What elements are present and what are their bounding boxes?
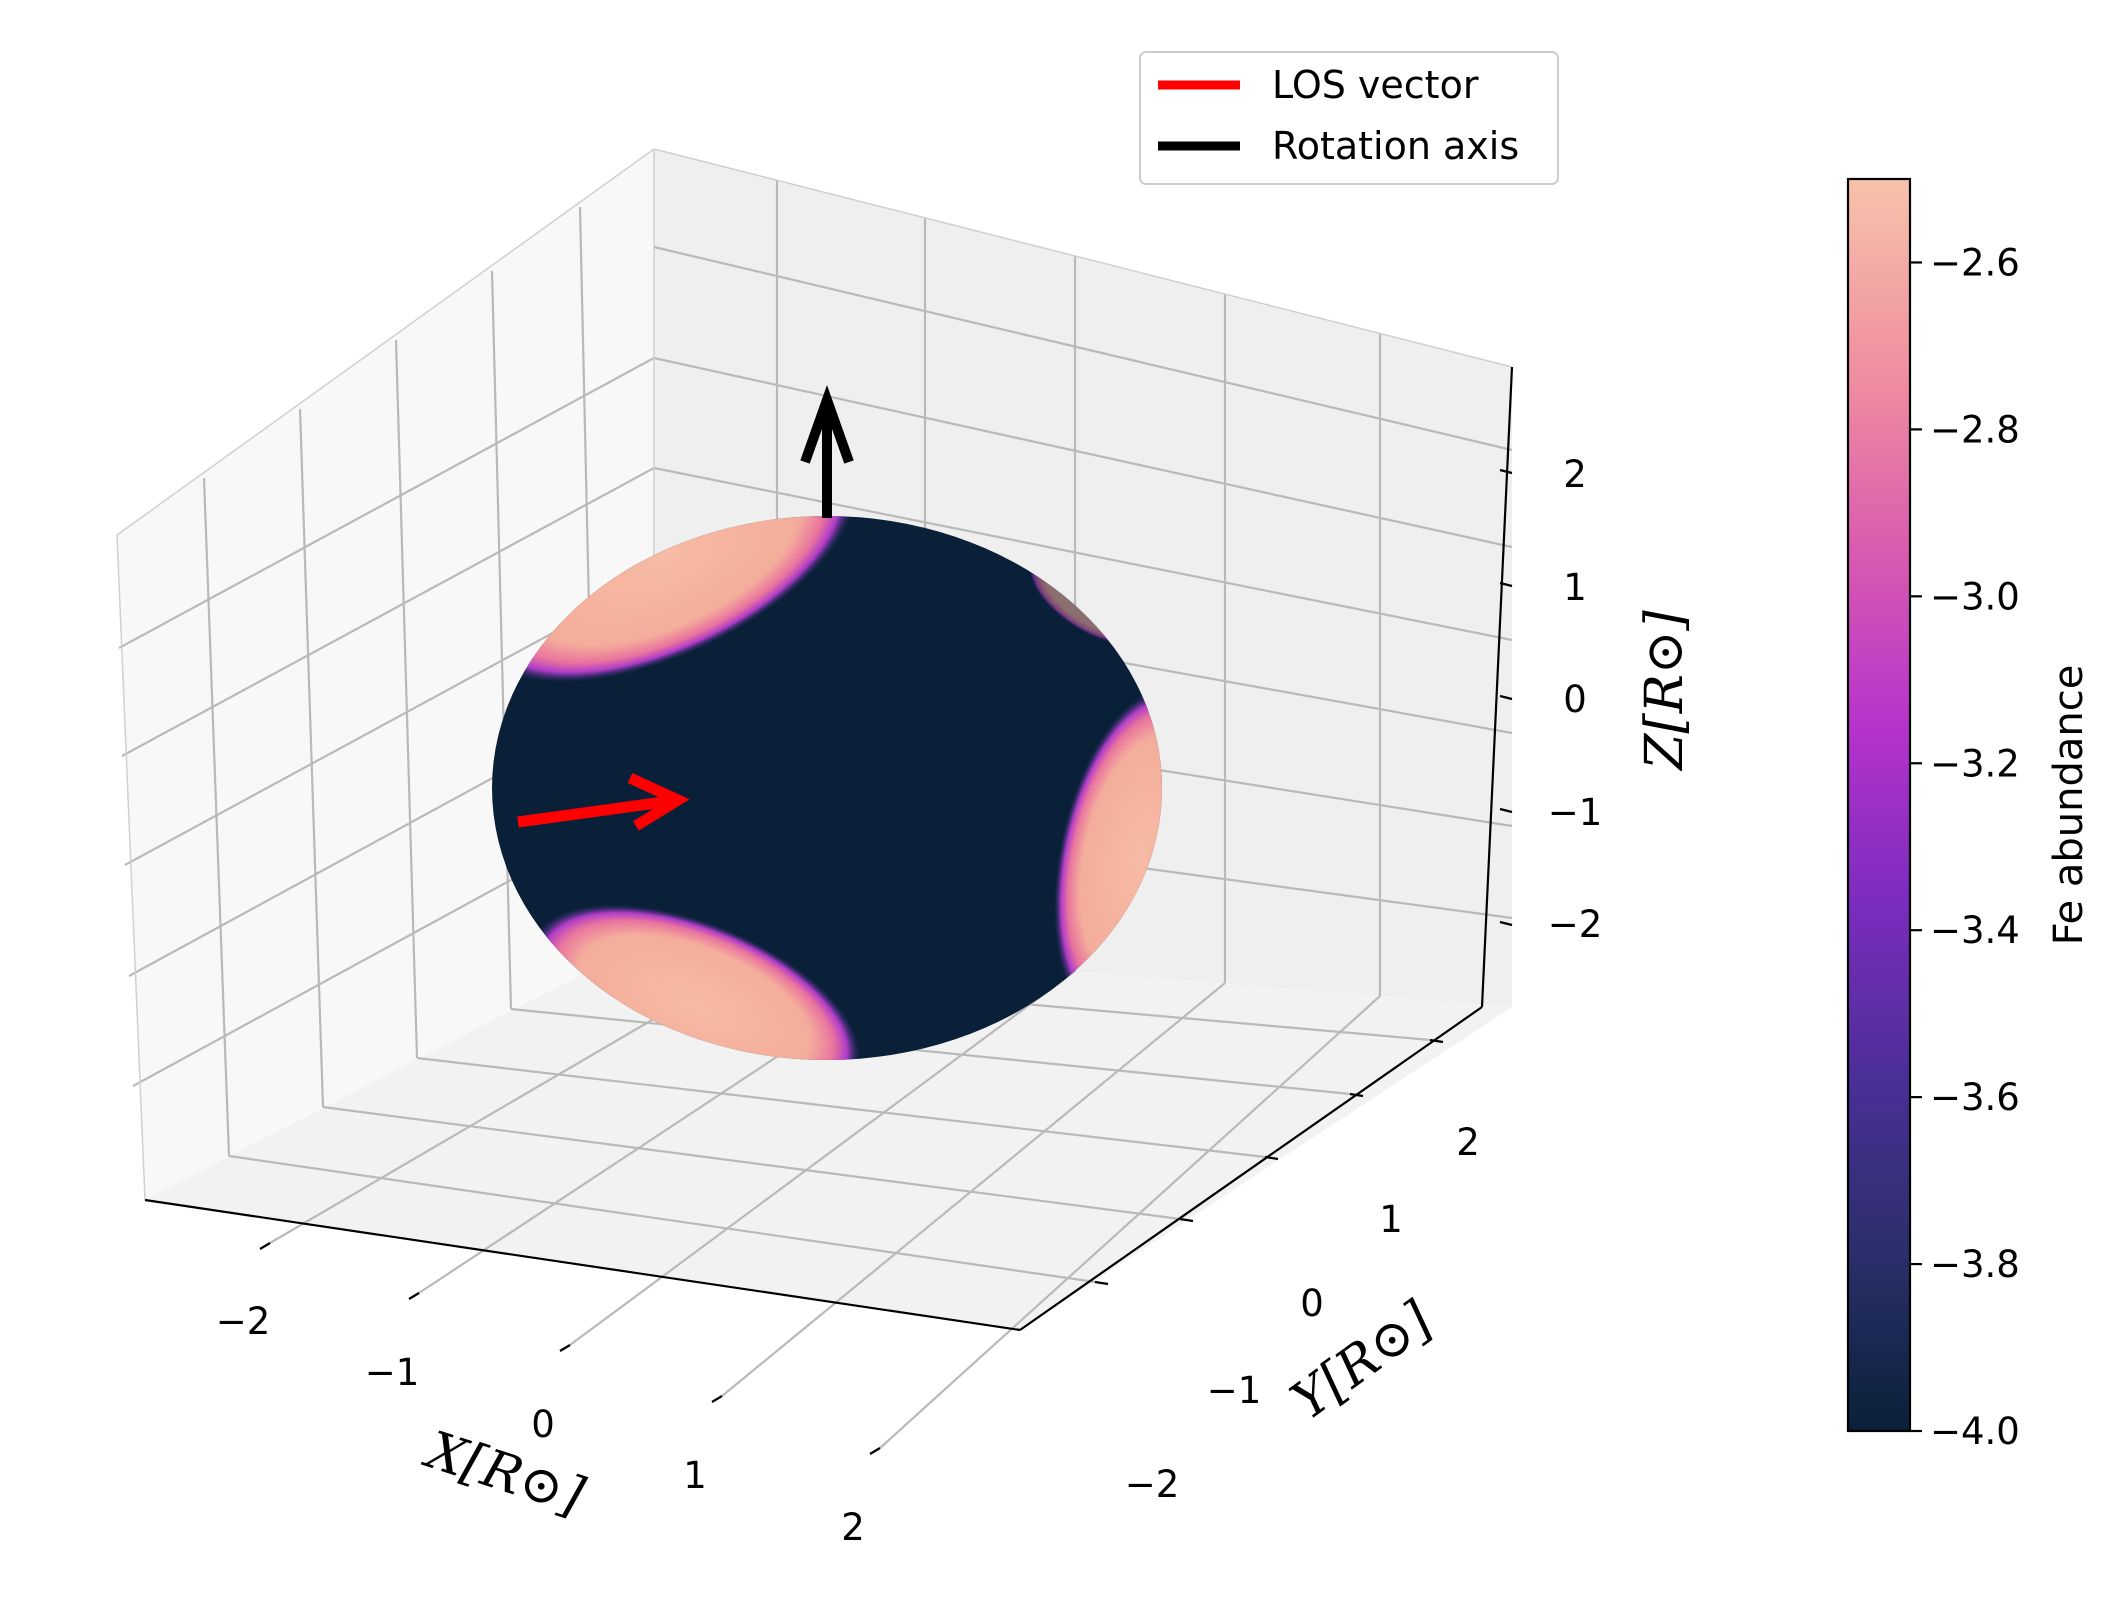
spot-lower-left bbox=[529, 904, 861, 1060]
x-tick-label: −2 bbox=[216, 1300, 271, 1343]
x-tick-label: 2 bbox=[841, 1506, 865, 1549]
colorbar-tick-label: −3.0 bbox=[1930, 575, 2020, 618]
colorbar: −4.0 −3.8 −3.6 −3.4 −3.2 −3.0 −2.8 −2.6 Fe abun… bbox=[1846, 177, 2092, 1453]
z-axis-spine bbox=[1480, 366, 1514, 1008]
colorbar-gradient bbox=[1846, 177, 1912, 1433]
colorbar-ticks: −4.0 −3.8 −3.6 −3.4 −3.2 −3.0 −2.8 −2.6 bbox=[1910, 241, 2020, 1453]
z-tick-label: 0 bbox=[1563, 678, 1587, 721]
y-tick-label: −2 bbox=[1125, 1463, 1180, 1506]
colorbar-tick-label: −2.8 bbox=[1930, 408, 2020, 451]
z-axis-label: Z[R⊙] bbox=[1635, 610, 1695, 772]
y-tick-label: 0 bbox=[1300, 1282, 1324, 1325]
los-vector-arrow bbox=[517, 773, 690, 831]
colorbar-label: Fe abundance bbox=[2046, 665, 2092, 946]
legend: LOS vector Rotation axis bbox=[1139, 51, 1559, 185]
x-axis-label: X[R⊙] bbox=[416, 1419, 591, 1527]
left-pane bbox=[117, 149, 654, 1200]
colorbar-tick-label: −3.6 bbox=[1930, 1076, 2020, 1119]
z-tick-labels: −2 −1 0 1 2 bbox=[1548, 453, 1603, 946]
colorbar-tick-label: −2.6 bbox=[1930, 241, 2020, 284]
x-axis-spine bbox=[144, 1198, 1021, 1332]
z-tick-label: −1 bbox=[1548, 791, 1603, 834]
colorbar-tick-label: −3.8 bbox=[1930, 1243, 2020, 1286]
x-tick-label: −1 bbox=[365, 1351, 420, 1394]
colorbar-tick-label: −3.4 bbox=[1930, 909, 2020, 952]
x-tick-labels: −2 −1 0 1 2 bbox=[216, 1300, 865, 1549]
tick-marks bbox=[259, 468, 1513, 1455]
pane-edges bbox=[116, 148, 1513, 1201]
y-axis-spine bbox=[1019, 1006, 1483, 1331]
y-tick-label: 2 bbox=[1456, 1121, 1480, 1164]
axis-spines bbox=[144, 366, 1514, 1332]
z-tick-label: −2 bbox=[1548, 903, 1603, 946]
y-tick-label: −1 bbox=[1207, 1369, 1262, 1412]
x-tick-label: 0 bbox=[531, 1403, 555, 1446]
legend-frame bbox=[1139, 51, 1559, 185]
spot-upper-left bbox=[492, 516, 856, 683]
x-tick-label: 1 bbox=[683, 1454, 707, 1497]
legend-label-los: LOS vector bbox=[1272, 63, 1479, 107]
rotation-axis-arrow bbox=[800, 385, 854, 518]
y-tick-label: 1 bbox=[1379, 1198, 1403, 1241]
colorbar-tick-label: −3.2 bbox=[1930, 742, 2020, 785]
colorbar-tick-label: −4.0 bbox=[1930, 1410, 2020, 1453]
z-tick-label: 2 bbox=[1563, 453, 1587, 496]
legend-label-rotation: Rotation axis bbox=[1272, 124, 1519, 168]
z-tick-label: 1 bbox=[1563, 566, 1587, 609]
floor-pane bbox=[145, 937, 1512, 1330]
sphere-surface bbox=[492, 516, 1162, 1060]
spot-right bbox=[1054, 687, 1162, 1023]
y-tick-labels: −2 −1 0 1 2 bbox=[1125, 1121, 1480, 1506]
